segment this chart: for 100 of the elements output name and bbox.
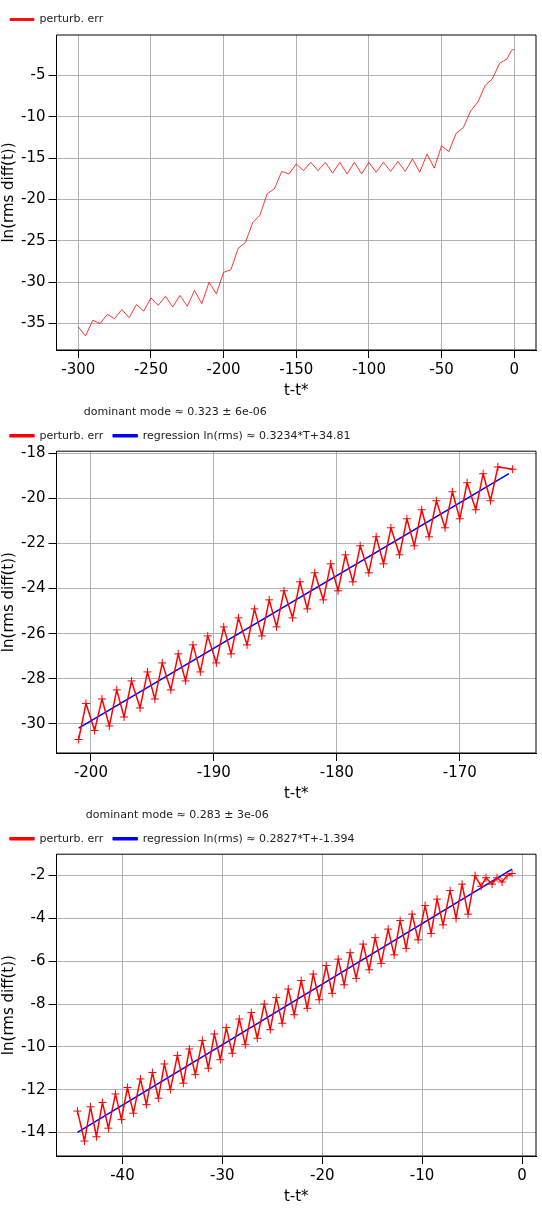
point [127, 676, 136, 686]
y-tick-label: -22 [21, 533, 46, 552]
point [402, 514, 412, 524]
y-tick-label: -30 [21, 272, 46, 291]
point [74, 734, 84, 744]
x-tick-label: -170 [442, 762, 477, 781]
y-tick-label: -35 [21, 313, 46, 332]
x-tick-label: -20 [309, 1165, 335, 1184]
point [211, 658, 221, 668]
point [157, 658, 167, 668]
point [508, 464, 518, 474]
point [355, 541, 365, 551]
y-tick-label: -30 [21, 713, 46, 732]
legend-label: perturb. err [39, 831, 104, 845]
x-tick-label: -300 [61, 359, 96, 378]
y-axis-title: ln(rms diff(t)) [0, 142, 17, 243]
y-tick-label: -20 [21, 488, 46, 507]
point [90, 725, 100, 735]
point [226, 649, 236, 659]
point [326, 559, 336, 569]
point [188, 640, 198, 650]
legend-label: perturb. err [39, 428, 104, 442]
point [264, 595, 274, 605]
point [249, 604, 259, 614]
y-tick-label: -4 [30, 908, 46, 927]
x-tick-label: -30 [210, 1165, 235, 1184]
x-tick-label: -180 [319, 762, 354, 781]
point [302, 604, 312, 614]
point [440, 523, 450, 533]
point [340, 550, 350, 560]
point [97, 694, 107, 704]
y-tick-label: -25 [21, 230, 46, 249]
point [431, 496, 441, 506]
legend-title: dominant mode ≈ 0.283 ± 3e-06 [85, 808, 269, 822]
point [119, 712, 129, 722]
y-tick-label: -8 [30, 993, 46, 1012]
x-tick-label: -200 [73, 762, 108, 781]
point [142, 667, 152, 677]
legend-label: regression ln(rms) ≈ 0.2827*T+-1.394 [142, 831, 355, 845]
point [486, 496, 496, 506]
x-axis-title: t-t* [283, 380, 310, 399]
point [233, 613, 243, 623]
y-tick-label: -15 [21, 148, 46, 167]
point [135, 703, 145, 713]
point [386, 523, 396, 533]
y-axis-title: ln(rms diff(t)) [0, 955, 17, 1056]
point [112, 685, 122, 695]
y-tick-label: -2 [30, 865, 46, 884]
x-tick-label: 0 [509, 359, 519, 378]
point [333, 586, 343, 596]
point [395, 550, 405, 560]
y-tick-label: -14 [21, 1122, 46, 1141]
point [348, 577, 358, 587]
x-axis-title: t-t* [283, 783, 310, 802]
x-tick-label: -50 [429, 359, 454, 378]
point [409, 541, 419, 551]
legend-title: dominant mode ≈ 0.323 ± 6e-06 [83, 405, 267, 419]
x-tick-label: -200 [206, 359, 241, 378]
point [417, 505, 427, 515]
point [279, 586, 289, 596]
x-tick-label: -150 [279, 359, 314, 378]
point [493, 462, 503, 472]
y-tick-label: -10 [21, 1036, 46, 1055]
point [104, 721, 114, 731]
point [455, 514, 465, 524]
point [478, 469, 488, 479]
x-tick-label: -40 [110, 1165, 135, 1184]
point [150, 694, 160, 704]
y-tick-label: -18 [21, 443, 46, 462]
point [242, 640, 252, 650]
x-axis-title: t-t* [283, 1186, 310, 1205]
point [379, 559, 389, 569]
y-axis-title: ln(rms diff(t)) [0, 552, 17, 653]
y-tick-label: -12 [21, 1079, 46, 1098]
point [364, 568, 374, 578]
x-tick-label: -250 [133, 359, 168, 378]
legend-label: perturb. err [39, 12, 104, 26]
point [371, 532, 381, 542]
point [462, 478, 472, 488]
point [471, 505, 481, 515]
x-tick-label: 0 [517, 1165, 527, 1184]
y-tick-label: -26 [21, 623, 46, 642]
point [318, 595, 328, 605]
y-tick-label: -24 [21, 578, 46, 597]
point [257, 631, 267, 641]
x-tick-label: -190 [196, 762, 231, 781]
point [288, 613, 298, 623]
x-tick-label: -100 [351, 359, 386, 378]
point [195, 667, 205, 677]
point [424, 532, 434, 542]
y-tick-label: -28 [21, 668, 46, 687]
point [203, 631, 213, 641]
y-tick-label: -20 [21, 189, 46, 208]
point [295, 577, 305, 587]
point [166, 685, 176, 695]
point [310, 568, 320, 578]
point [81, 698, 91, 708]
y-tick-label: -5 [30, 65, 46, 84]
point [219, 622, 229, 632]
point [181, 676, 191, 686]
